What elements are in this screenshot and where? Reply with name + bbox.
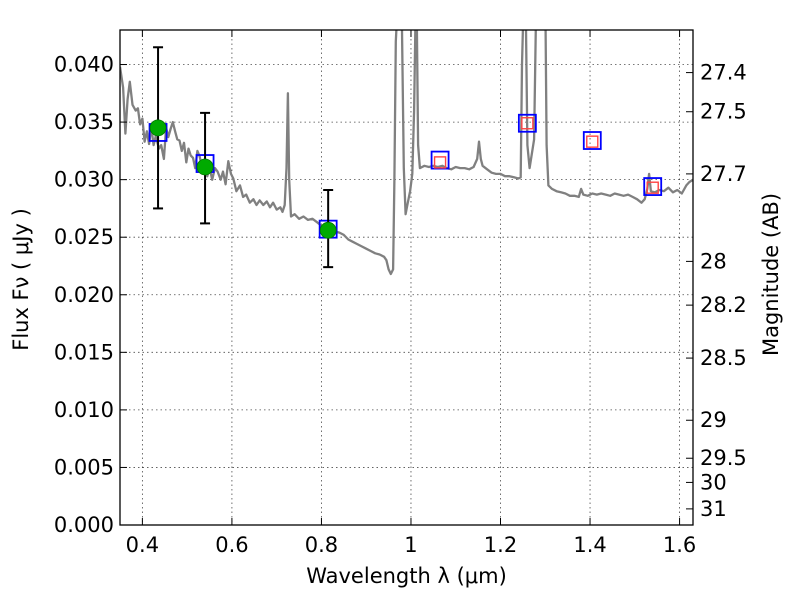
model-band-square	[582, 131, 602, 150]
plot-frame	[119, 29, 694, 526]
magnitude-tick-label: 27.7	[700, 162, 747, 186]
x-tick-label: 0.8	[305, 533, 338, 557]
y-tick-label: 0.015	[54, 340, 114, 364]
model-band-square	[643, 177, 663, 196]
upper-limit-square	[586, 135, 599, 148]
x-tick-label: 1.4	[573, 533, 606, 557]
model-spectrum-layer	[120, 30, 693, 276]
magnitude-tick-label: 31	[700, 497, 727, 521]
magnitude-tick-label: 29.5	[700, 446, 747, 470]
y-tick-label: 0.020	[54, 283, 114, 307]
x-tick-label: 0.4	[126, 533, 159, 557]
x-tick-label: 1	[404, 533, 417, 557]
x-axis-label: Wavelength λ (μm)	[306, 564, 507, 588]
upper-limit-square	[646, 181, 659, 194]
marker-layer	[148, 46, 663, 269]
y-tick-label: 0.030	[54, 168, 114, 192]
magnitude-tick-label: 27.5	[700, 100, 747, 124]
x-tick-label: 1.6	[663, 533, 696, 557]
y-tick-label: 0.000	[54, 513, 114, 537]
observed-data-point	[196, 158, 214, 176]
magnitude-tick-label: 28.5	[700, 346, 747, 370]
y-tick-label: 0.010	[54, 398, 114, 422]
y-tick-label: 0.005	[54, 455, 114, 479]
y-tick-label: 0.035	[54, 110, 114, 134]
observed-data-point	[319, 221, 337, 239]
magnitude-tick-label: 29	[700, 408, 727, 432]
x-tick-label: 1.2	[484, 533, 517, 557]
upper-limit-square	[521, 117, 534, 130]
x-tick-label: 0.6	[215, 533, 248, 557]
magnitude-tick-label: 27.4	[700, 61, 747, 85]
magnitude-tick-label: 28	[700, 249, 727, 273]
y-tick-label: 0.025	[54, 225, 114, 249]
observed-data-point	[149, 119, 167, 137]
magnitude-tick-label: 28.2	[700, 293, 747, 317]
tick-layer: 0.4 0.6 0.8 1 1.2 1.4 1.6 0.000 0.005 0.010 0.015 0…	[54, 30, 747, 557]
grid-layer	[120, 30, 693, 526]
upper-limit-square	[433, 156, 447, 169]
model-spectrum-line	[120, 30, 693, 276]
y-axis-label: Flux Fν ( μJy )	[9, 208, 33, 351]
magnitude-tick-label: 30	[700, 470, 727, 494]
y-tick-label: 0.040	[54, 53, 114, 77]
model-band-square	[517, 113, 537, 133]
magnitude-axis-label: Magnitude (AB)	[759, 193, 783, 356]
